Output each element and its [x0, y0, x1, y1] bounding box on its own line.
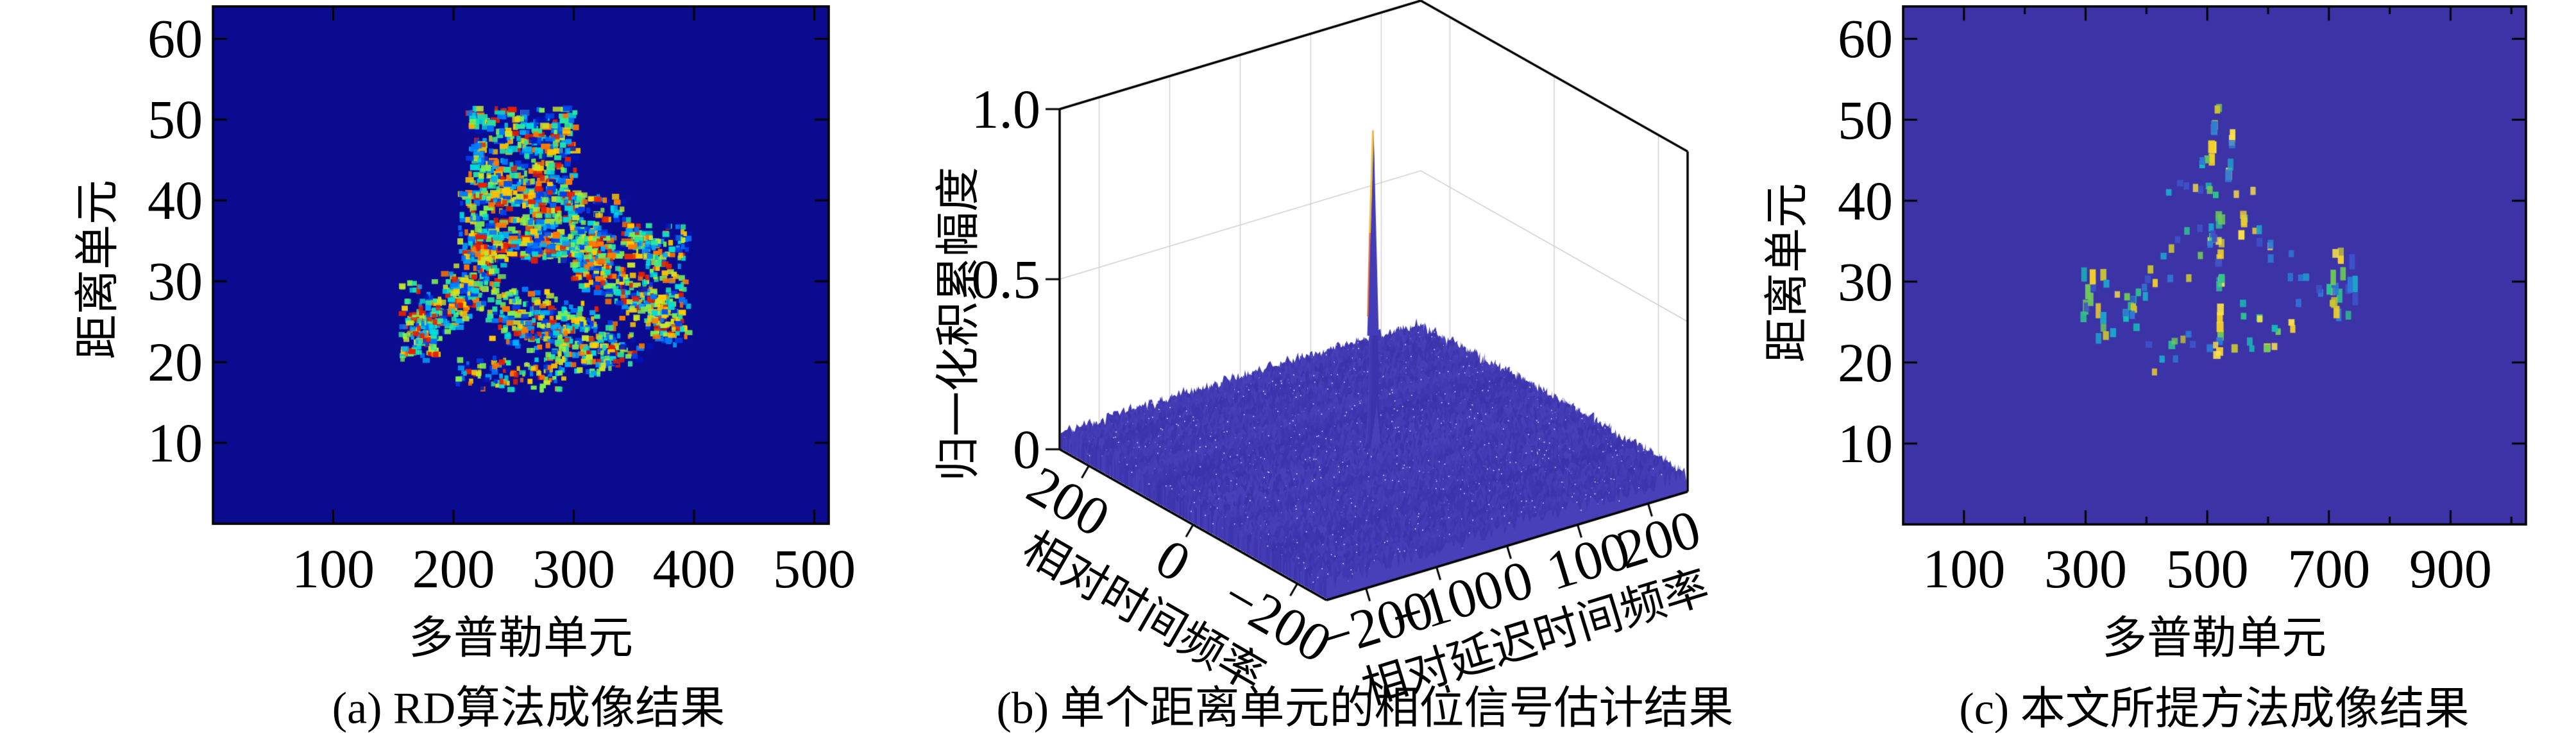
rd-image-heatmap: [212, 5, 830, 525]
panel-c-ylabel: 距离单元: [1763, 183, 1813, 363]
panel-a-x-tick-label: 400: [652, 538, 736, 599]
panel-c-y-tick-label: 50: [1838, 89, 1893, 151]
panel-c-y-tick-label: 60: [1838, 8, 1893, 70]
panel-a-y-tick-label: 20: [148, 331, 203, 393]
panel-a-y-tick-label: 60: [148, 8, 203, 70]
panel-c-y-tick-label: 10: [1838, 412, 1893, 474]
panel-b-zlabel: 归一化积累幅度: [934, 167, 984, 481]
panel-a-y-tick-label: 50: [148, 89, 203, 151]
panel-a-ylabel: 距离单元: [73, 180, 123, 359]
panel-a-x-tick-label: 200: [412, 538, 495, 599]
panel-b-z-tick-label: 0.5: [971, 248, 1041, 310]
panel-c-y-tick-label: 30: [1838, 250, 1893, 313]
panel-b-z-tick-label: 0: [1013, 418, 1040, 480]
proposed-method-heatmap: [1902, 5, 2527, 526]
panel-a-xlabel: 多普勒单元: [409, 614, 633, 664]
panel-a-x-tick-label: 100: [292, 538, 375, 599]
panel-c-x-tick-label: 100: [1922, 538, 2006, 599]
panel-c-y-tick-label: 20: [1838, 331, 1893, 393]
panel-a-y-tick-label: 30: [148, 250, 203, 313]
panel-c-x-tick-label: 300: [2044, 538, 2127, 599]
panel-c-x-tick-label: 900: [2409, 538, 2492, 599]
panel-b-z-tick-label: 1.0: [971, 78, 1041, 140]
panel-a-y-tick-label: 10: [148, 412, 203, 474]
panel-a-y-tick-label: 40: [148, 169, 203, 232]
panel-c-y-tick-label: 40: [1838, 169, 1893, 232]
phase-estimate-surface-plot: [917, 0, 1777, 632]
panel-c-x-tick-label: 500: [2165, 538, 2249, 599]
panel-a-x-tick-label: 500: [773, 538, 856, 599]
panel-c-xlabel: 多普勒单元: [2102, 614, 2326, 664]
panel-a-x-tick-label: 300: [532, 538, 615, 599]
panel-c-x-tick-label: 700: [2287, 538, 2371, 599]
panel-b-caption: (b) 单个距离单元的相位信号估计结果: [996, 684, 1734, 733]
panel-a-caption: (a) RD算法成像结果: [332, 684, 725, 733]
panel-c-caption: (c) 本文所提方法成像结果: [1959, 684, 2470, 733]
